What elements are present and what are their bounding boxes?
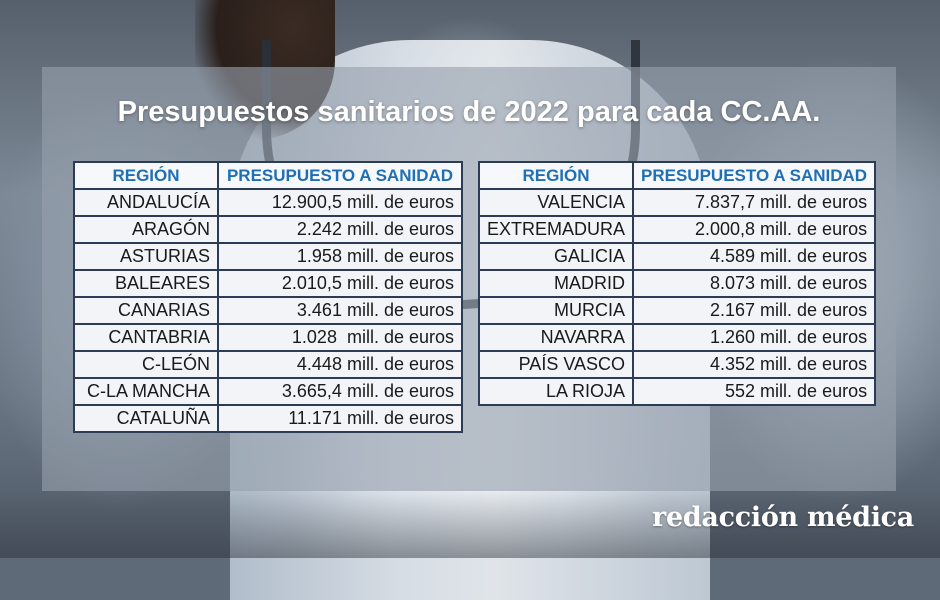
amount-cell: 8.073 mill. de euros (632, 269, 877, 298)
column-header-budget: PRESUPUESTO A SANIDAD (217, 161, 463, 190)
amount-cell: 4.448 mill. de euros (217, 350, 463, 379)
table-row: EXTREMADURA 2.000,8 mill. de euros (477, 215, 877, 244)
region-cell: ARAGÓN (73, 215, 219, 244)
column-header-region: REGIÓN (477, 161, 635, 190)
column-header-region: REGIÓN (73, 161, 219, 190)
table-row: C-LA MANCHA 3.665,4 mill. de euros (73, 377, 463, 406)
table-row: VALENCIA 7.837,7 mill. de euros (477, 188, 877, 217)
region-cell: C-LA MANCHA (73, 377, 219, 406)
region-cell: CATALUÑA (73, 404, 219, 433)
region-cell: BALEARES (73, 269, 219, 298)
table-row: ANDALUCÍA 12.900,5 mill. de euros (73, 188, 463, 217)
amount-cell: 3.461 mill. de euros (217, 296, 463, 325)
table-row: MADRID 8.073 mill. de euros (477, 269, 877, 298)
amount-cell: 2.242 mill. de euros (217, 215, 463, 244)
amount-cell: 1.260 mill. de euros (632, 323, 877, 352)
redaccion-medica-logo: redacción médica (652, 502, 914, 533)
region-cell: PAÍS VASCO (477, 350, 635, 379)
region-cell: C-LEÓN (73, 350, 219, 379)
table-row: MURCIA 2.167 mill. de euros (477, 296, 877, 325)
table-row: CANTABRIA 1.028 mill. de euros (73, 323, 463, 352)
bottom-shade (0, 488, 940, 558)
table-row: LA RIOJA 552 mill. de euros (477, 377, 877, 406)
region-cell: VALENCIA (477, 188, 635, 217)
region-cell: ASTURIAS (73, 242, 219, 271)
region-cell: EXTREMADURA (477, 215, 635, 244)
amount-cell: 3.665,4 mill. de euros (217, 377, 463, 406)
amount-cell: 4.589 mill. de euros (632, 242, 877, 271)
region-cell: NAVARRA (477, 323, 635, 352)
table-header-row: REGIÓN PRESUPUESTO A SANIDAD (477, 161, 877, 190)
amount-cell: 2.000,8 mill. de euros (632, 215, 877, 244)
amount-cell: 12.900,5 mill. de euros (217, 188, 463, 217)
budget-table-left: REGIÓN PRESUPUESTO A SANIDAD ANDALUCÍA 12… (73, 161, 463, 433)
table-row: CATALUÑA 11.171 mill. de euros (73, 404, 463, 433)
table-row: PAÍS VASCO 4.352 mill. de euros (477, 350, 877, 379)
region-cell: GALICIA (477, 242, 635, 271)
table-row: ARAGÓN 2.242 mill. de euros (73, 215, 463, 244)
amount-cell: 4.352 mill. de euros (632, 350, 877, 379)
table-row: ASTURIAS 1.958 mill. de euros (73, 242, 463, 271)
region-cell: ANDALUCÍA (73, 188, 219, 217)
amount-cell: 552 mill. de euros (632, 377, 877, 406)
table-row: GALICIA 4.589 mill. de euros (477, 242, 877, 271)
amount-cell: 1.028 mill. de euros (217, 323, 463, 352)
page-title: Presupuestos sanitarios de 2022 para cad… (117, 96, 821, 128)
table-row: NAVARRA 1.260 mill. de euros (477, 323, 877, 352)
amount-cell: 7.837,7 mill. de euros (632, 188, 877, 217)
region-cell: CANARIAS (73, 296, 219, 325)
column-header-budget: PRESUPUESTO A SANIDAD (632, 161, 877, 190)
region-cell: CANTABRIA (73, 323, 219, 352)
amount-cell: 2.167 mill. de euros (632, 296, 877, 325)
amount-cell: 1.958 mill. de euros (217, 242, 463, 271)
table-row: BALEARES 2.010,5 mill. de euros (73, 269, 463, 298)
region-cell: MADRID (477, 269, 635, 298)
amount-cell: 11.171 mill. de euros (217, 404, 463, 433)
amount-cell: 2.010,5 mill. de euros (217, 269, 463, 298)
region-cell: MURCIA (477, 296, 635, 325)
budget-table-right: REGIÓN PRESUPUESTO A SANIDAD VALENCIA 7.8… (477, 161, 877, 406)
table-row: CANARIAS 3.461 mill. de euros (73, 296, 463, 325)
table-row: C-LEÓN 4.448 mill. de euros (73, 350, 463, 379)
table-header-row: REGIÓN PRESUPUESTO A SANIDAD (73, 161, 463, 190)
region-cell: LA RIOJA (477, 377, 635, 406)
